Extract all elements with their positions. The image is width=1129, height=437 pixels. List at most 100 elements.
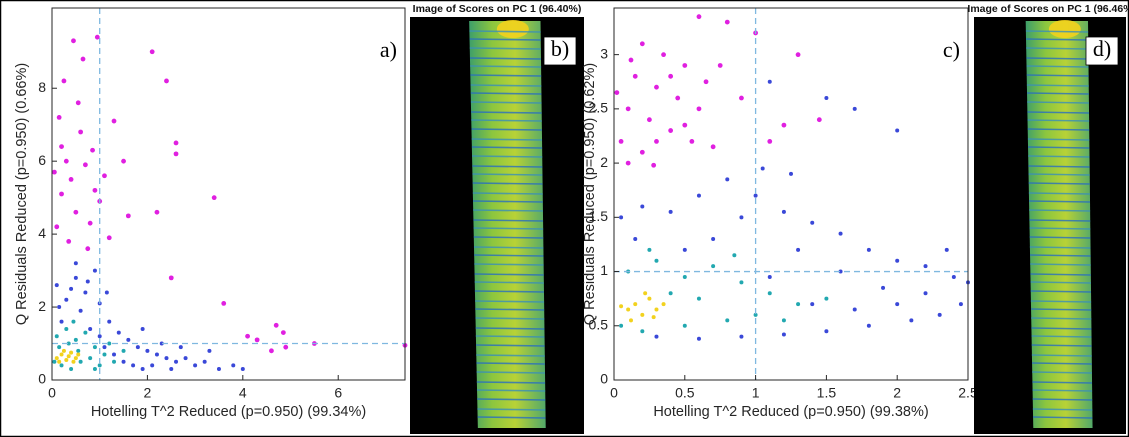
strip-band [1031, 335, 1092, 338]
point [211, 195, 217, 201]
point [78, 129, 84, 135]
strip-band [474, 263, 544, 266]
strip-band [1030, 263, 1091, 266]
point [83, 290, 88, 295]
point [640, 312, 645, 317]
strip-band [1030, 290, 1092, 293]
point [816, 117, 822, 123]
strip-band [1030, 308, 1092, 311]
point [654, 138, 659, 144]
strip-band [474, 281, 544, 284]
point [895, 258, 900, 263]
point [711, 264, 716, 269]
strip-band [470, 57, 542, 60]
point [619, 304, 624, 309]
point [61, 78, 67, 84]
y-axis-label: Q Residuals Reduced (p=0.950) (0.62%) [582, 63, 598, 325]
point [923, 291, 928, 296]
strip-band [475, 308, 545, 311]
point [796, 302, 801, 307]
strip-band [1032, 408, 1093, 411]
point [97, 363, 102, 368]
point [668, 209, 673, 214]
y-tick-label: 2 [600, 154, 608, 170]
point [767, 274, 772, 279]
point [87, 220, 93, 226]
strip-top [1048, 20, 1081, 38]
point [106, 235, 112, 241]
strip-band [1027, 138, 1090, 141]
strip-band [471, 128, 542, 131]
strip-band [1031, 362, 1092, 365]
point [97, 334, 102, 339]
point [92, 345, 97, 350]
strip-band [1032, 371, 1092, 374]
image-title: Image of Scores on PC 1 (96.40%) [413, 3, 582, 15]
point [810, 220, 815, 225]
strip-band [476, 371, 545, 374]
point [64, 357, 69, 362]
point [647, 247, 652, 252]
x-tick-label: 0.5 [675, 385, 695, 401]
point [753, 312, 758, 317]
panel-label: a) [380, 37, 397, 62]
point [245, 333, 250, 339]
point [682, 274, 687, 279]
point [88, 356, 93, 361]
point [895, 128, 900, 133]
point [710, 144, 716, 150]
point [57, 345, 62, 350]
point [231, 363, 236, 368]
point [92, 268, 97, 273]
point [78, 359, 83, 364]
point [56, 115, 62, 120]
strip-band [470, 101, 542, 104]
point [753, 193, 758, 198]
point [852, 307, 857, 312]
point [654, 258, 659, 263]
point [675, 95, 681, 101]
point [178, 345, 183, 350]
strip-band [469, 38, 541, 41]
strip-band [472, 200, 543, 203]
point [760, 166, 765, 171]
point [682, 63, 688, 68]
point [739, 215, 744, 220]
panel-label-bg [932, 38, 964, 64]
point [150, 363, 155, 368]
point [881, 285, 886, 290]
point [661, 52, 666, 58]
point [164, 78, 169, 84]
axes-box [613, 7, 969, 381]
strip-band [1026, 84, 1089, 87]
panel-label: b) [551, 36, 569, 61]
point [668, 73, 674, 79]
point [732, 253, 737, 258]
strip-band [476, 389, 546, 392]
strip-band [1031, 344, 1092, 347]
point [795, 52, 801, 58]
strip-band [470, 65, 542, 68]
point [193, 363, 198, 368]
point [682, 247, 687, 252]
point [159, 341, 164, 346]
point [626, 307, 631, 312]
point [92, 367, 97, 372]
point [639, 41, 645, 47]
y-tick-label: 2.5 [589, 100, 609, 116]
point [725, 177, 730, 182]
strip-band [1030, 273, 1091, 276]
strip-top [496, 20, 529, 38]
strip-band [1026, 65, 1089, 68]
strip-band [477, 416, 546, 419]
point [125, 213, 131, 219]
strip-band [1027, 119, 1090, 122]
point [149, 49, 155, 55]
point [216, 367, 221, 372]
point [112, 359, 117, 364]
point [725, 318, 730, 323]
strip-band [475, 344, 545, 347]
point [54, 283, 59, 288]
point [781, 332, 786, 337]
point [696, 106, 702, 112]
